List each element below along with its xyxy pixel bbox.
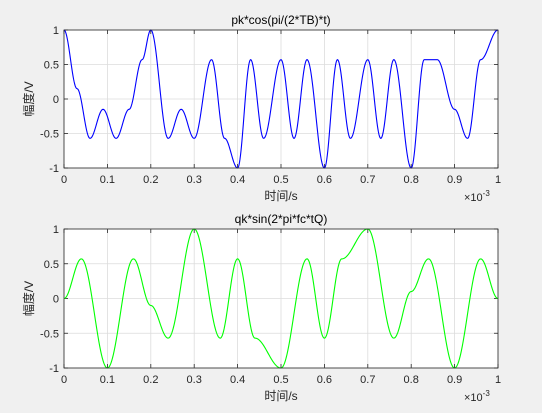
x-tick-label: 0.9 xyxy=(447,174,462,186)
x-tick-label: 1 xyxy=(495,374,501,386)
x-multiplier-base: ×10 xyxy=(464,192,483,204)
y-tick-label: 1 xyxy=(53,224,59,236)
x-axis-multiplier: ×10-3 xyxy=(464,189,490,204)
y-tick-label: 0 xyxy=(53,94,59,106)
chart-title: qk*sin(2*pi*fc*tQ) xyxy=(235,212,328,226)
x-tick-label: 0.6 xyxy=(317,174,332,186)
x-axis-multiplier: ×10-3 xyxy=(464,389,490,404)
y-tick-label: 0.5 xyxy=(44,60,59,72)
x-tick-label: 0.5 xyxy=(273,374,288,386)
y-tick-label: 1 xyxy=(53,25,59,37)
x-tick-label: 0.5 xyxy=(273,174,288,186)
x-tick-label: 0.7 xyxy=(360,374,375,386)
x-tick-label: 0.8 xyxy=(404,374,419,386)
subplot-1: 0 0.1 0.2 0.3 0.4 0.5 0.6 0.7 0.8 0.9 1 -1 -0.5 0 0.5 1… xyxy=(21,13,501,204)
x-tick-label: 0.4 xyxy=(230,374,245,386)
x-tick-label: 1 xyxy=(495,174,501,186)
x-tick-label: 0.2 xyxy=(143,374,158,386)
axes-frame xyxy=(63,228,499,369)
y-axis-label: 幅度/V xyxy=(21,281,36,316)
y-tick-label: -1 xyxy=(49,363,59,375)
x-multiplier-exponent: -3 xyxy=(483,189,491,198)
y-tick-label: -0.5 xyxy=(40,129,59,141)
subplot-2: 0 0.1 0.2 0.3 0.4 0.5 0.6 0.7 0.8 0.9 1 -1 -0.5 0 0.5 1… xyxy=(21,212,501,404)
chart-title: pk*cos(pi/(2*TB)*t) xyxy=(231,13,330,27)
x-axis-label: 时间/s xyxy=(264,389,297,403)
y-axis-label: 幅度/V xyxy=(21,81,36,116)
x-axis-label: 时间/s xyxy=(264,189,297,203)
axes-frame xyxy=(63,29,499,169)
x-tick-label: 0 xyxy=(61,174,67,186)
x-tick-label: 0.9 xyxy=(447,374,462,386)
x-tick-label: 0.8 xyxy=(404,174,419,186)
y-tick-label: 0 xyxy=(53,294,59,306)
x-tick-label: 0.4 xyxy=(230,174,245,186)
x-tick-label: 0 xyxy=(61,374,67,386)
x-tick-label: 0.6 xyxy=(317,374,332,386)
series-line xyxy=(63,29,499,169)
x-multiplier-exponent: -3 xyxy=(483,389,491,398)
x-tick-label: 0.7 xyxy=(360,174,375,186)
x-tick-label: 0.1 xyxy=(100,374,115,386)
y-tick-label: 0.5 xyxy=(44,259,59,271)
x-tick-label: 0.1 xyxy=(100,174,115,186)
y-tick-label: -1 xyxy=(49,163,59,175)
x-tick-label: 0.3 xyxy=(187,174,202,186)
x-tick-label: 0.2 xyxy=(143,174,158,186)
x-tick-label: 0.3 xyxy=(187,374,202,386)
y-tick-label: -0.5 xyxy=(40,328,59,340)
x-multiplier-base: ×10 xyxy=(464,392,483,404)
